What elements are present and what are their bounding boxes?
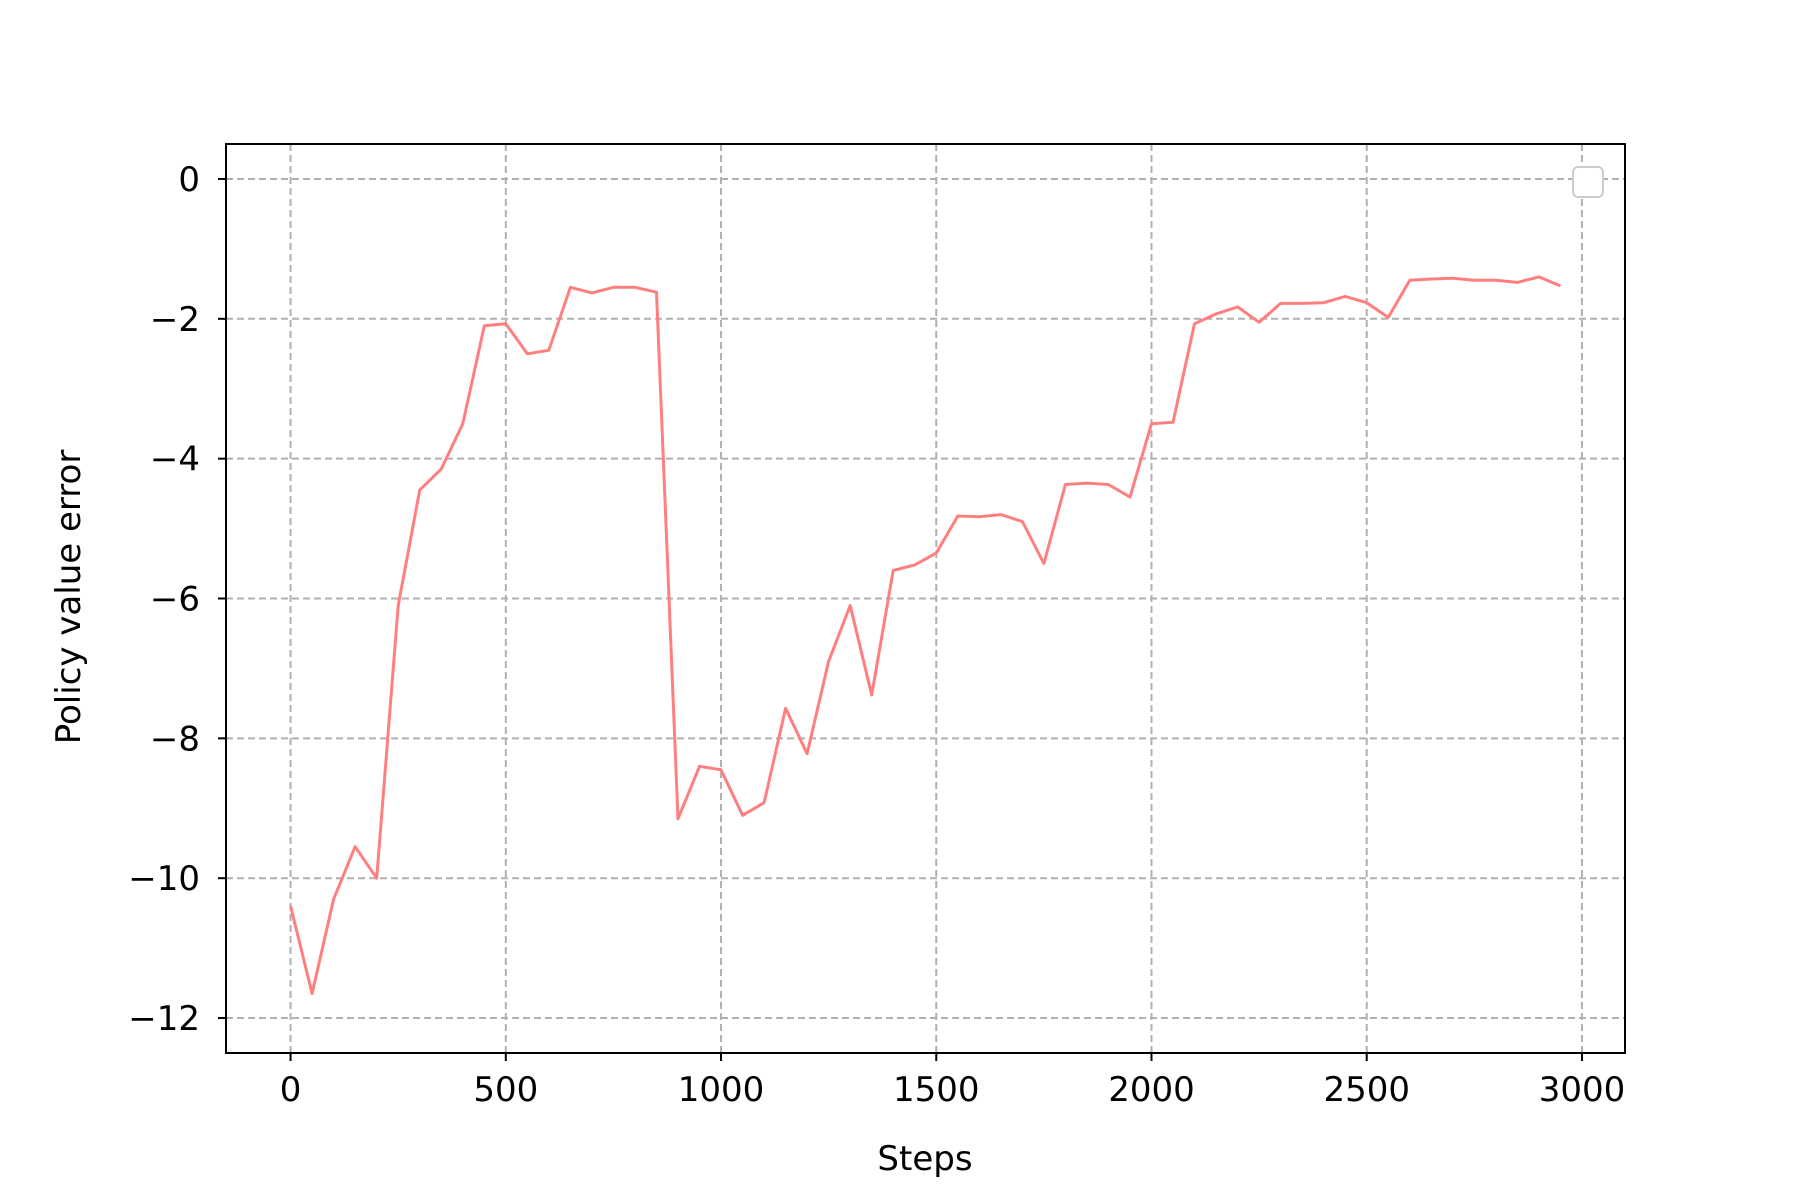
y-tick-label: −2 bbox=[150, 300, 200, 340]
x-tick-label: 3000 bbox=[1539, 1070, 1626, 1110]
y-tick-label: −8 bbox=[150, 719, 200, 759]
y-tick-label: 0 bbox=[178, 160, 200, 200]
x-tick-label: 500 bbox=[473, 1070, 538, 1110]
y-tick-label: −6 bbox=[150, 580, 200, 620]
x-tick-label: 2500 bbox=[1323, 1070, 1410, 1110]
y-tick-label: −12 bbox=[128, 999, 200, 1039]
y-tick-label: −4 bbox=[150, 440, 200, 480]
y-tick-label: −10 bbox=[128, 859, 200, 899]
series-line bbox=[289, 275, 1561, 996]
plot-area-frame bbox=[225, 143, 1626, 1054]
ticks: 0 500 1000 1500 2000 2500 3000 0 −2 −4 −6 −8 −10 −12 bbox=[128, 160, 1625, 1110]
series bbox=[289, 275, 1561, 996]
x-tick-label: 2000 bbox=[1108, 1070, 1195, 1110]
x-tick-label: 1000 bbox=[678, 1070, 765, 1110]
x-tick-label: 0 bbox=[280, 1070, 302, 1110]
legend-box bbox=[1572, 166, 1604, 198]
y-axis-label: Policy value error bbox=[49, 450, 89, 745]
x-axis-label: Steps bbox=[877, 1139, 972, 1179]
x-tick-label: 1500 bbox=[893, 1070, 980, 1110]
grid bbox=[226, 144, 1625, 1053]
